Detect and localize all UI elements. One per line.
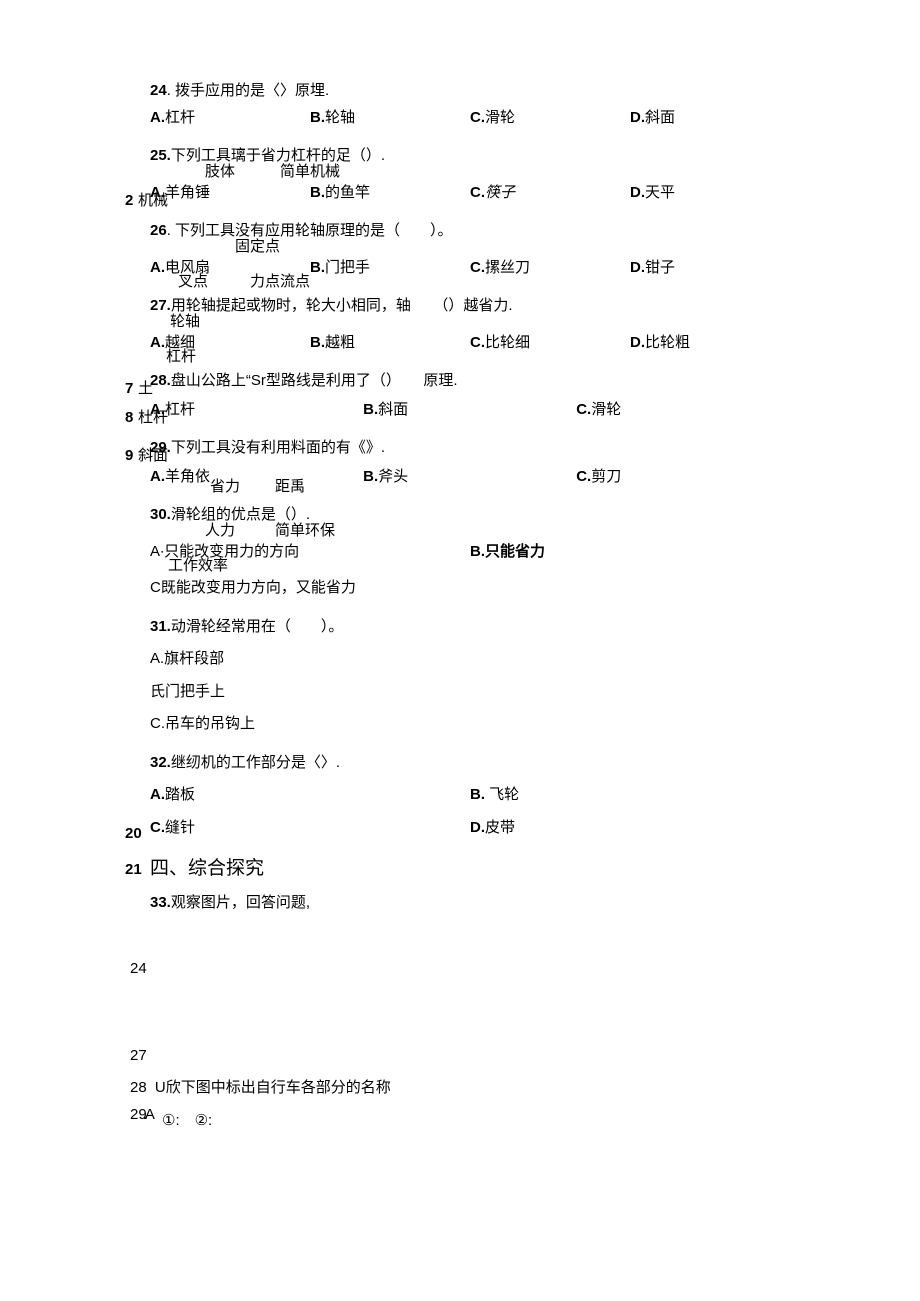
q31-opt-c: C.吊车的吊钩上: [150, 713, 790, 736]
q32-opt-b: B. 飞轮: [470, 784, 790, 807]
ghost-28: 28: [130, 1079, 147, 1096]
q27-num: 27.: [150, 297, 171, 314]
q26-opt-d: D.钳子: [630, 257, 790, 280]
q24-opt-c: C.滑轮: [470, 107, 630, 130]
bottom-line-1: 28 U欣下图中标出自行车各部分的名称: [130, 1077, 790, 1100]
q28-opt-b: B.斜面: [363, 399, 576, 422]
q30-num: 30.: [150, 506, 171, 523]
ghost-2-text: 机械: [138, 190, 168, 213]
q28-num: 28.: [150, 372, 171, 389]
q24-opt-b: B.轮轴: [310, 107, 470, 130]
q33-text: 观察图片，回答问题,: [171, 894, 310, 911]
q27-opt-c: C.比轮细: [470, 332, 630, 355]
ghost-8-num: 8: [125, 407, 133, 430]
ghost-25-sub1: 肢体: [205, 161, 235, 184]
q29-opt-b: B.斧头: [363, 466, 576, 489]
q25-opt-a: A.羊角锤: [150, 182, 310, 205]
q32-num: 32.: [150, 754, 171, 771]
q24-opt-a: A.杠杆: [150, 107, 310, 130]
q25-num: 25.: [150, 147, 171, 164]
ghost-27a-sub2: 杠杆: [166, 346, 196, 369]
ghost-8-text: 杜杆: [138, 407, 168, 430]
q30-row1: A∙只能改变用力的方向 B.只能省力 工作效率: [150, 541, 790, 564]
ghost-7-text: 土: [138, 378, 153, 401]
ghost-27-sub1: 叉点: [178, 271, 208, 294]
section-4-title: 四、综合探究 21: [150, 855, 790, 884]
q31-num: 31.: [150, 618, 171, 635]
q26-options: A.电风扇 B.门把手 C.摞丝刀 D.钳子 叉点 力点流点: [150, 257, 790, 280]
q30-stem: 30.滑轮组的优点是（）. 人力 简单环保: [150, 504, 790, 527]
ghost-30-sub1: 人力: [205, 520, 235, 543]
ghost-7-num: 7: [125, 378, 133, 401]
q26-opt-c: C.摞丝刀: [470, 257, 630, 280]
q31-text: 动滑轮经常用在（ ）。: [171, 618, 344, 635]
q28-options: A.杠杆 B.斜面 C.滑轮 8 杜杆: [150, 399, 790, 422]
q26-num: 26: [150, 222, 167, 239]
ghost-27a-sub: 轮轴: [170, 311, 200, 334]
q27-opt-d: D.比轮粗: [630, 332, 790, 355]
ghost-25-sub2: 简单机械: [280, 161, 340, 184]
q32-opt-c: C.缝针: [150, 817, 470, 840]
ghost-26-sub: 固定点: [235, 236, 280, 259]
q32-opt-a: A.踏板: [150, 784, 470, 807]
q29-opt-c: C.剪刀: [576, 466, 789, 489]
q30-opt-b: B.只能省力: [470, 541, 790, 564]
ghost-24-line: 24: [130, 958, 790, 981]
q27-text: 用轮轴提起或物时，轮大小相同，轴 （）越省力.: [171, 297, 513, 314]
q32-text: 继纫机的工作部分是〈〉.: [171, 754, 340, 771]
ghost-9-num: 9: [125, 445, 133, 468]
q25-stem: 25.下列工具璃于省力杠杆的足（）. 肢体 简单机械: [150, 145, 790, 168]
q28-opt-c: C.滑轮: [576, 399, 789, 422]
q25-options: A.羊角锤 B.的鱼竿 C.筷子 D.天平 2 机械: [150, 182, 790, 205]
q31-opt-a: A.旗杆段部: [150, 648, 790, 671]
q25-opt-b: B.的鱼竿: [310, 182, 470, 205]
q32-opt-d: D.皮带: [470, 817, 790, 840]
q24-opt-d: D.斜面: [630, 107, 790, 130]
q26-text: . 下列工具没有应用轮轴原理的是（ ）。: [167, 222, 453, 239]
ghost-30-sub2: 简单环保: [275, 520, 335, 543]
ghost-27-sub2: 力点流点: [250, 271, 310, 294]
q31-stem: 31.动滑轮经常用在（ ）。: [150, 616, 790, 639]
q27-stem: 27.用轮轴提起或物时，轮大小相同，轴 （）越省力. 轮轴: [150, 295, 790, 318]
q32-stem: 32.继纫机的工作部分是〈〉.: [150, 752, 790, 775]
ghost-2-num: 2: [125, 190, 133, 213]
q24-num: 24: [150, 82, 167, 99]
q24-options: A.杠杆 B.轮轴 C.滑轮 D.斜面: [150, 107, 790, 130]
q28-stem: 28.盘山公路上“Sr型路线是利用了（） 原理. 7 土: [150, 370, 790, 393]
ghost-9-text: 斜面: [138, 445, 168, 468]
q32-row1: A.踏板 B. 飞轮: [150, 784, 790, 807]
ghost-29-sub2: 距禹: [275, 476, 305, 499]
q25-text: 下列工具璃于省力杠杆的足（）.: [171, 147, 385, 164]
q33-num: 33.: [150, 894, 171, 911]
ghost-29-sub1: 省力: [210, 476, 240, 499]
ghost-27-line: 27: [130, 1045, 790, 1068]
q29-opt-a: A.羊角依: [150, 466, 363, 489]
q25-opt-d: D.天平: [630, 182, 790, 205]
q30-opt-c: C既能改变用力方向，又能省力: [150, 577, 790, 600]
q27-options: A.越细 B.越粗 C.比轮细 D.比轮粗 杠杆: [150, 332, 790, 355]
q28-text: 盘山公路上“Sr型路线是利用了（） 原理.: [171, 372, 458, 389]
q27-opt-b: B.越粗: [310, 332, 470, 355]
q24-stem: 24. 拨手应用的是〈〉原埋.: [150, 80, 790, 103]
ghost-30-sub3: 工作效率: [168, 555, 228, 578]
q26-opt-b: B.门把手: [310, 257, 470, 280]
bottom-line-2: 29.A ①: ②:: [130, 1104, 790, 1127]
q32-row2: C.缝针 D.皮带 20: [150, 817, 790, 840]
q29-stem: 29.下列工具没有利用料面的有《》. 9 斜面: [150, 437, 790, 460]
q24-text: . 拨手应用的是〈〉原埋.: [167, 82, 330, 99]
q33-stem: 33.观察图片，回答问题,: [150, 892, 790, 915]
ghost-20: 20: [125, 823, 142, 846]
q25-opt-c: C.筷子: [470, 182, 630, 205]
q29-options: A.羊角依 B.斧头 C.剪刀 省力 距禹: [150, 466, 790, 489]
q26-stem: 26. 下列工具没有应用轮轴原理的是（ ）。 固定点: [150, 220, 790, 243]
ghost-21: 21: [125, 859, 142, 882]
ghost-29-t: A: [145, 1106, 155, 1123]
q31-opt-b: 氏门把手上: [150, 681, 790, 704]
bottom-fill: ①: ②:: [162, 1110, 212, 1133]
q29-text: 下列工具没有利用料面的有《》.: [171, 439, 385, 456]
q28-opt-a: A.杠杆: [150, 399, 363, 422]
